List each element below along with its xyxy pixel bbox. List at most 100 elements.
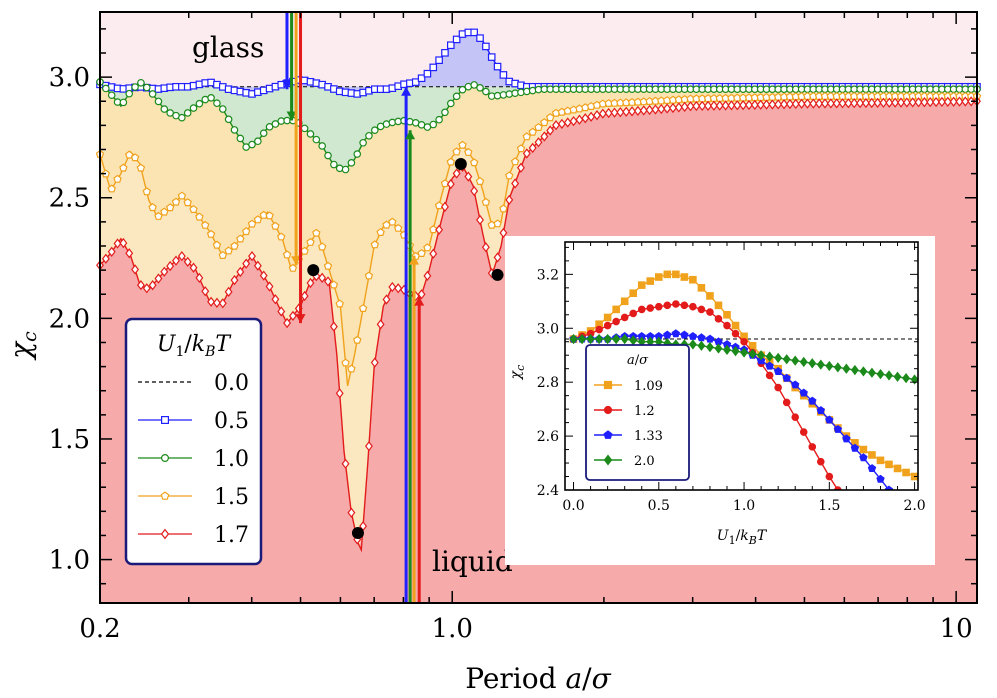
legend-marker-1.7 <box>160 528 170 540</box>
marker-1.5 <box>148 203 157 212</box>
inset-marker-1.2 <box>723 321 731 330</box>
inset-y-axis-label: χc <box>508 365 527 381</box>
marker-1.0 <box>265 123 274 131</box>
marker-1.7 <box>218 298 227 309</box>
marker-0.5 <box>482 42 490 51</box>
inset-marker-1.09 <box>689 275 697 284</box>
y-tick-label: 2.0 <box>49 304 90 334</box>
black-dot <box>351 527 364 540</box>
main-markers <box>95 28 982 545</box>
marker-1.5 <box>241 227 251 236</box>
marker-1.0 <box>476 83 484 92</box>
inset-marker-1.33 <box>867 464 877 472</box>
inset-legend-marker-1.09 <box>603 380 613 390</box>
marker-1.7 <box>645 104 654 116</box>
marker-1.7 <box>902 97 911 108</box>
marker-1.0 <box>248 140 256 149</box>
marker-1.5 <box>247 219 257 228</box>
marker-1.7 <box>259 270 268 281</box>
inset-marker-2.0 <box>595 333 604 345</box>
inset-chart: 0.0 0.5 1.0 1.5 2.0 2.4 2.6 2.8 3.0 3.2 U1/kBT χc a/… <box>505 236 935 565</box>
inset-marker-1.2 <box>740 337 748 346</box>
inset-marker-1.33 <box>859 453 868 462</box>
marker-1.5 <box>183 198 192 207</box>
marker-0.5 <box>429 63 438 72</box>
inset-marker-2.0 <box>867 367 876 378</box>
marker-1.5 <box>475 176 485 185</box>
marker-1.5 <box>347 364 356 373</box>
y-tick-label: 2.5 <box>49 184 90 214</box>
inset-marker-2.0 <box>799 356 808 368</box>
marker-1.7 <box>955 96 964 107</box>
inset-marker-1.33 <box>680 330 689 339</box>
y-tick-label: 3.0 <box>49 63 90 93</box>
marker-1.7 <box>961 96 970 107</box>
marker-1.7 <box>739 99 748 111</box>
inset-marker-1.2 <box>663 301 672 310</box>
marker-1.7 <box>306 277 315 289</box>
inset-marker-1.09 <box>629 289 638 298</box>
marker-1.5 <box>212 240 222 249</box>
inset-marker-2.0 <box>705 341 714 353</box>
marker-1.7 <box>224 286 233 297</box>
legend-title: U1/kBT <box>157 332 233 360</box>
marker-1.7 <box>288 310 297 322</box>
inset-marker-1.2 <box>620 313 629 322</box>
marker-1.0 <box>452 92 461 101</box>
marker-1.7 <box>774 99 783 110</box>
arrow-head <box>405 130 416 140</box>
inset-legend-label-1.33: 1.33 <box>634 429 663 444</box>
inset-marker-1.2 <box>654 302 663 311</box>
inset-legend-title: a/σ <box>627 353 649 368</box>
inset-marker-1.33 <box>790 380 800 389</box>
marker-1.5 <box>236 234 245 243</box>
marker-1.5 <box>534 122 543 131</box>
marker-1.5 <box>429 225 438 234</box>
inset-marker-2.0 <box>893 371 902 382</box>
inset-marker-1.2 <box>603 321 612 330</box>
marker-1.5 <box>370 240 380 249</box>
marker-1.7 <box>680 101 689 112</box>
marker-1.5 <box>481 197 491 206</box>
inset-marker-1.33 <box>833 424 843 433</box>
legend-marker-1.0 <box>161 454 170 463</box>
marker-1.5 <box>417 248 426 257</box>
marker-1.5 <box>165 203 175 212</box>
marker-1.7 <box>136 279 145 291</box>
marker-1.7 <box>499 227 508 239</box>
marker-1.7 <box>803 98 812 109</box>
marker-1.0 <box>125 89 134 98</box>
marker-1.0 <box>142 83 151 92</box>
arrow-head <box>286 111 297 121</box>
marker-1.7 <box>364 441 373 452</box>
marker-1.7 <box>160 266 169 277</box>
inset-y-tick-label: 2.6 <box>537 429 559 445</box>
inset-marker-1.09 <box>654 273 663 281</box>
inset-legend-label-2.0: 2.0 <box>634 454 655 469</box>
marker-1.0 <box>160 105 169 113</box>
marker-1.0 <box>429 120 438 129</box>
marker-1.7 <box>271 294 280 305</box>
marker-1.7 <box>464 171 473 182</box>
inset-background <box>505 236 935 565</box>
inset-legend-marker-1.2 <box>603 405 613 415</box>
inset-marker-1.09 <box>612 305 620 314</box>
inset-marker-1.09 <box>885 460 893 469</box>
marker-1.7 <box>879 97 888 108</box>
marker-1.5 <box>440 179 450 188</box>
marker-1.0 <box>218 105 227 113</box>
marker-1.7 <box>528 142 537 154</box>
marker-1.0 <box>353 150 362 158</box>
marker-1.7 <box>885 97 894 108</box>
inset-x-axis-label: U1/kBT <box>717 528 768 547</box>
marker-0.5 <box>487 53 496 61</box>
inset-marker-1.09 <box>748 341 757 350</box>
marker-0.5 <box>423 69 432 78</box>
marker-1.7 <box>750 99 759 111</box>
marker-1.7 <box>791 98 800 110</box>
marker-1.7 <box>166 260 175 272</box>
marker-1.7 <box>253 260 262 271</box>
marker-1.7 <box>300 290 309 302</box>
marker-1.7 <box>844 98 853 109</box>
